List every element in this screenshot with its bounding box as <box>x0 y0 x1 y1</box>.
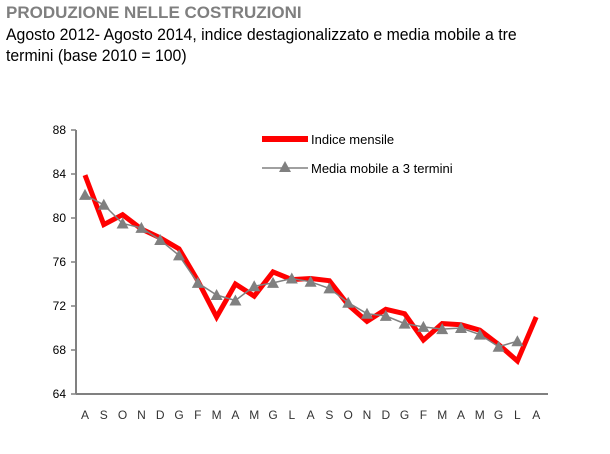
x-tick-label: N <box>363 408 372 422</box>
media-mobile-point <box>492 340 505 352</box>
x-tick-label: A <box>532 408 540 422</box>
series-line-indice-mensile <box>82 174 539 366</box>
media-mobile-point <box>304 275 317 287</box>
media-mobile-point <box>79 188 91 200</box>
x-tick-label: G <box>494 408 503 422</box>
x-tick-label: M <box>437 408 447 422</box>
media-mobile-point <box>229 294 242 306</box>
x-tick-label: M <box>249 408 259 422</box>
legend-label-indice: Indice mensile <box>311 132 394 147</box>
x-tick-label: L <box>288 408 295 422</box>
x-tick-label: F <box>420 408 427 422</box>
y-tick-label: 64 <box>53 387 67 401</box>
y-tick-label: 84 <box>53 167 67 181</box>
x-tick-label: N <box>137 408 146 422</box>
media-mobile-point <box>398 317 411 329</box>
x-tick-label: A <box>81 408 89 422</box>
legend-marker-media <box>279 161 291 172</box>
x-tick-label: S <box>325 408 333 422</box>
media-mobile-point <box>342 296 355 308</box>
x-tick-label: A <box>457 408 465 422</box>
media-mobile-point <box>248 280 261 292</box>
media-mobile-point <box>267 276 279 288</box>
x-tick-label: O <box>344 408 353 422</box>
x-tick-label: M <box>475 408 485 422</box>
x-tick-label: G <box>268 408 277 422</box>
chart-subtitle: Agosto 2012- Agosto 2014, indice destagi… <box>6 25 517 65</box>
media-mobile-point <box>173 249 185 261</box>
media-mobile-point <box>116 217 129 229</box>
media-mobile-point <box>455 322 467 333</box>
media-mobile-point <box>285 272 298 284</box>
media-mobile-point <box>154 234 167 245</box>
x-tick-label: O <box>118 408 127 422</box>
media-mobile-point <box>323 282 336 294</box>
y-tick-label: 68 <box>53 343 67 357</box>
x-tick-label: F <box>194 408 201 422</box>
x-tick-label: G <box>400 408 409 422</box>
media-mobile-point <box>436 323 449 335</box>
y-tick-label: 80 <box>53 211 67 225</box>
media-mobile-point <box>135 221 148 233</box>
x-tick-label: M <box>212 408 222 422</box>
legend-label-media: Media mobile a 3 termini <box>311 161 453 176</box>
x-tick-label: A <box>231 408 239 422</box>
y-tick-label: 72 <box>53 299 67 313</box>
media-mobile-point <box>417 320 430 332</box>
media-mobile-point <box>511 335 524 347</box>
x-tick-label: G <box>174 408 183 422</box>
x-tick-label: L <box>514 408 521 422</box>
x-tick-label: D <box>381 408 390 422</box>
y-tick-label: 88 <box>53 123 67 137</box>
media-mobile-point <box>473 328 486 340</box>
media-mobile-point <box>361 307 373 319</box>
media-mobile-point <box>210 289 223 300</box>
chart-title: PRODUZIONE NELLE COSTRUZIONI <box>6 3 302 22</box>
x-tick-label: A <box>307 408 315 422</box>
media-mobile-point <box>379 309 392 321</box>
x-tick-label: S <box>100 408 108 422</box>
media-mobile-point <box>97 198 110 210</box>
x-tick-label: D <box>156 408 165 422</box>
y-tick-label: 76 <box>53 255 67 269</box>
media-mobile-point <box>191 276 204 288</box>
